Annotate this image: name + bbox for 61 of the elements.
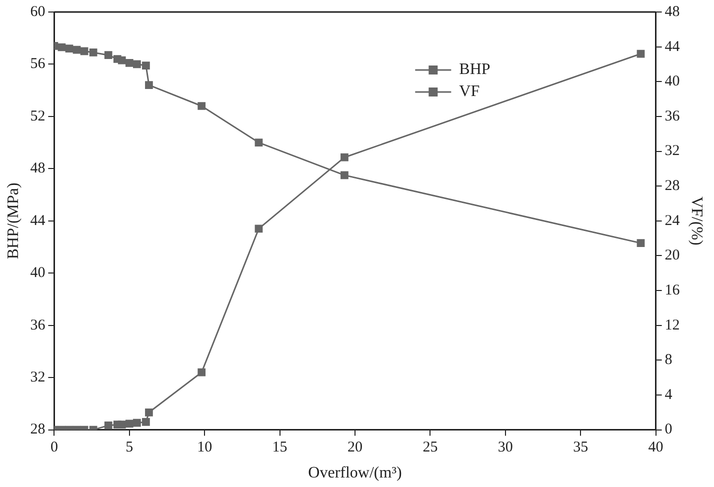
y2-tick-label: 16: [664, 282, 680, 298]
x-tick-label: 10: [197, 440, 212, 456]
legend-label: BHP: [459, 61, 490, 78]
y-tick-label: 52: [30, 108, 46, 124]
x-axis-title: Overflow/(m³): [308, 464, 402, 482]
y2-tick-label: 12: [664, 317, 680, 334]
y2-axis-title: VF/(%): [688, 196, 706, 246]
y-tick-label: 60: [30, 4, 46, 20]
point: [132, 60, 141, 68]
y2-tick-label: 24: [664, 212, 680, 229]
point: [254, 138, 263, 146]
point: [132, 418, 141, 427]
point: [142, 62, 150, 70]
x-tick-label: 0: [50, 440, 58, 456]
point: [104, 422, 112, 430]
y2-tick-label: 40: [664, 74, 680, 90]
x-tick-label: 30: [498, 440, 513, 456]
y-tick-label: 40: [30, 265, 46, 282]
y2-tick-label: 28: [664, 178, 680, 194]
point: [125, 420, 134, 428]
point: [72, 46, 81, 54]
point: [636, 239, 645, 248]
point: [636, 50, 645, 58]
y2-tick-label: 4: [664, 386, 673, 403]
y-tick-label: 28: [30, 422, 46, 438]
y2-tick-label: 0: [664, 422, 672, 438]
point: [65, 44, 74, 52]
point: [118, 420, 126, 429]
point: [118, 56, 126, 64]
point: [80, 47, 88, 56]
x-tick-label: 20: [348, 440, 362, 456]
y2-tick-label: 32: [664, 143, 680, 160]
x-tick-label: 15: [272, 440, 288, 456]
x-tick-label: 25: [422, 440, 438, 456]
x-tick-label: 40: [648, 440, 664, 456]
point: [104, 51, 112, 60]
point: [145, 408, 153, 416]
y-tick-label: 44: [30, 212, 46, 229]
y-tick-label: 48: [30, 160, 46, 177]
y-tick-label: 36: [30, 317, 46, 334]
y-tick-label: 32: [30, 370, 46, 386]
point: [58, 43, 66, 52]
point: [340, 171, 348, 180]
x-tick-label: 5: [126, 440, 134, 456]
y2-tick-label: 44: [664, 38, 680, 55]
point: [89, 48, 98, 56]
x-tick-label: 35: [573, 440, 588, 456]
legend-label: VF: [459, 83, 480, 100]
point: [340, 153, 348, 162]
y-tick-label: 56: [30, 56, 46, 72]
point: [254, 224, 263, 233]
y-axis-title: BHP/(MPa): [4, 182, 22, 260]
point: [145, 81, 153, 90]
y2-tick-label: 48: [664, 4, 680, 20]
point: [198, 368, 206, 376]
point: [142, 418, 150, 426]
y2-tick-label: 20: [664, 248, 680, 264]
point: [125, 58, 134, 67]
point: [198, 102, 206, 110]
y2-tick-label: 8: [664, 352, 672, 368]
y2-tick-label: 36: [664, 108, 680, 124]
